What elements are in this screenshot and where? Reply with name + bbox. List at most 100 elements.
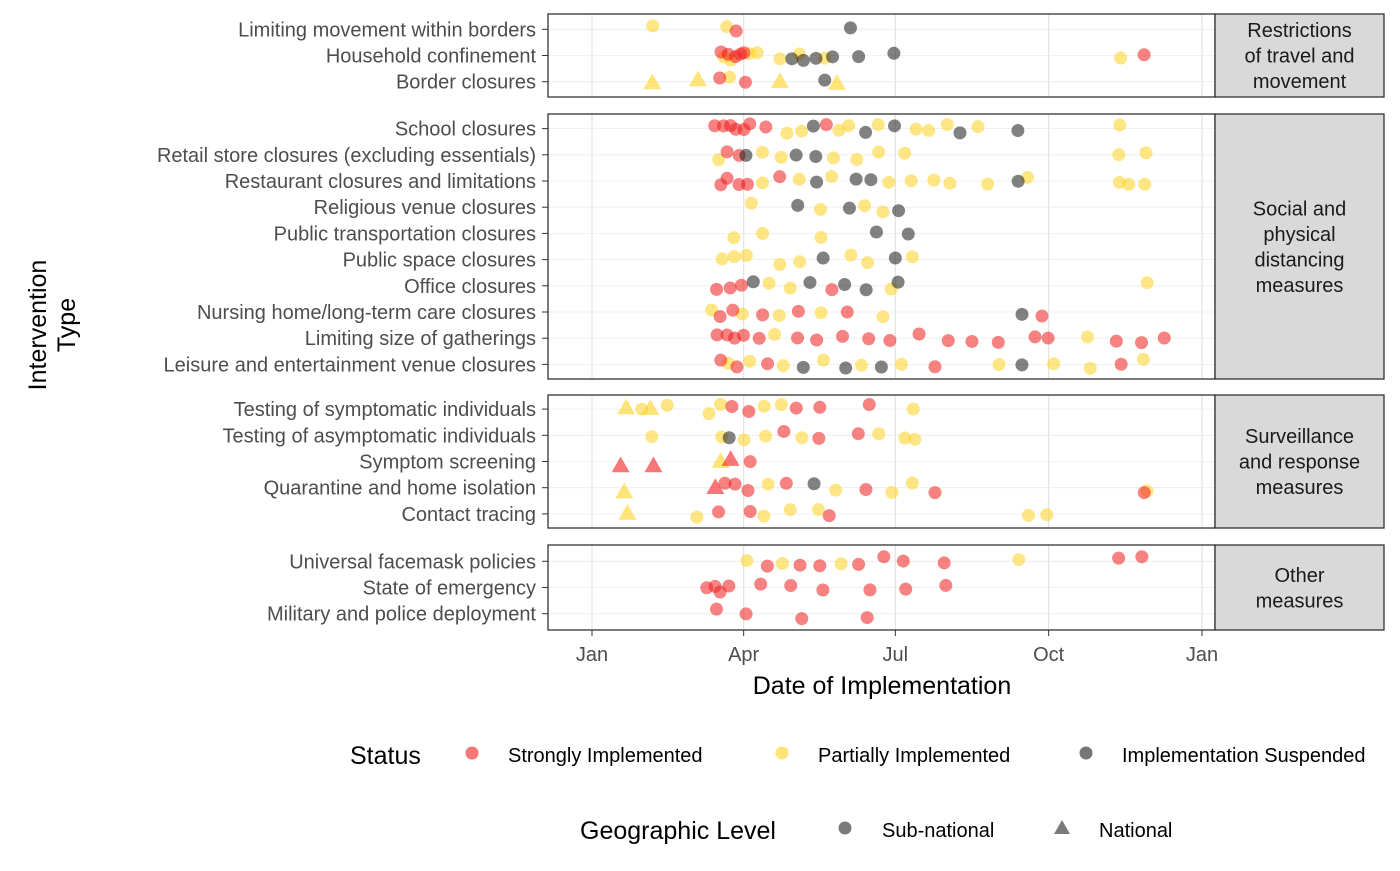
data-point-strongly-implemented xyxy=(710,282,724,296)
data-point-partially-implemented xyxy=(646,19,660,33)
data-point-strongly-implemented xyxy=(899,582,913,596)
data-point-implementation-suspended xyxy=(1011,174,1025,188)
data-point-strongly-implemented xyxy=(819,118,833,132)
data-point-partially-implemented xyxy=(722,70,736,84)
data-point-strongly-implemented xyxy=(761,357,775,371)
data-point-strongly-implemented xyxy=(860,611,874,625)
data-point-implementation-suspended xyxy=(838,278,852,292)
data-point-strongly-implemented xyxy=(928,360,942,374)
data-point-strongly-implemented xyxy=(859,483,873,497)
data-point-strongly-implemented xyxy=(863,583,877,597)
data-point-partially-implemented xyxy=(832,123,846,137)
data-point-strongly-implemented xyxy=(789,401,803,415)
data-point-strongly-implemented xyxy=(777,424,791,438)
data-point-partially-implemented xyxy=(844,248,858,262)
y-axis-title: InterventionType xyxy=(24,260,81,391)
data-point-implementation-suspended xyxy=(807,477,821,491)
data-point-partially-implemented xyxy=(702,407,716,421)
data-point-implementation-suspended xyxy=(839,361,853,375)
facet-strip xyxy=(1214,113,1385,380)
data-point-partially-implemented xyxy=(829,483,843,497)
panel-background xyxy=(548,114,1215,379)
data-point-partially-implemented xyxy=(1122,177,1136,191)
data-point-partially-implemented xyxy=(898,431,912,445)
data-point-strongly-implemented xyxy=(760,559,774,573)
y-axis-title-line: Type xyxy=(53,298,81,352)
data-point-strongly-implemented xyxy=(1135,550,1149,564)
data-point-strongly-implemented xyxy=(1112,551,1126,565)
data-point-partially-implemented xyxy=(739,248,753,262)
strip-label-line: Social and xyxy=(1253,198,1346,220)
data-point-strongly-implemented xyxy=(816,583,830,597)
data-point-partially-implemented-national xyxy=(770,72,789,88)
data-point-strongly-implemented xyxy=(1035,309,1049,323)
data-point-implementation-suspended xyxy=(826,50,840,64)
data-point-implementation-suspended xyxy=(849,172,863,186)
data-point-partially-implemented xyxy=(885,485,899,499)
data-point-partially-implemented xyxy=(814,231,828,245)
data-point-implementation-suspended xyxy=(746,275,760,289)
strip-label-line: Surveillance xyxy=(1245,426,1354,448)
data-point-partially-implemented xyxy=(1113,118,1127,132)
data-point-implementation-suspended xyxy=(739,148,753,162)
facet-strip-label: Other measures xyxy=(1256,565,1344,613)
data-point-strongly-implemented xyxy=(739,607,753,621)
data-point-strongly-implemented xyxy=(713,71,727,85)
data-point-partially-implemented-national xyxy=(641,399,660,416)
data-point-strongly-implemented xyxy=(710,328,724,342)
data-point-strongly-implemented xyxy=(877,550,891,564)
legend-label-partially-implemented: Partially Implemented xyxy=(818,745,1010,767)
data-point-partially-implemented xyxy=(757,399,771,413)
data-point-strongly-implemented xyxy=(709,602,723,616)
data-point-strongly-implemented-national xyxy=(644,456,663,473)
strip-label-line: Other xyxy=(1274,565,1324,587)
data-point-strongly-implemented xyxy=(718,476,732,490)
data-point-implementation-suspended xyxy=(789,148,803,162)
data-point-strongly-implemented xyxy=(756,308,770,322)
data-point-strongly-implemented xyxy=(1137,486,1151,500)
data-point-implementation-suspended xyxy=(791,198,805,212)
strip-label-line: Restrictions xyxy=(1247,20,1351,42)
data-point-partially-implemented-national xyxy=(618,504,637,520)
data-point-partially-implemented xyxy=(744,196,758,210)
data-point-partially-implemented xyxy=(793,255,807,269)
data-point-partially-implemented xyxy=(876,205,890,219)
y-tick-label-quarantine-and-home-isolation: Quarantine and home isolation xyxy=(264,478,536,500)
data-point-strongly-implemented xyxy=(779,476,793,490)
facet-panel-2: School closures Retail store closures (ex… xyxy=(157,113,1385,380)
data-point-partially-implemented xyxy=(645,430,659,444)
data-point-strongly-implemented xyxy=(795,612,809,626)
data-point-partially-implemented xyxy=(727,250,741,264)
data-point-strongly-implemented xyxy=(1109,334,1123,348)
data-point-partially-implemented xyxy=(761,477,775,491)
data-point-strongly-implemented xyxy=(991,335,1005,349)
data-point-partially-implemented xyxy=(783,503,797,517)
data-point-implementation-suspended xyxy=(1015,358,1029,372)
data-point-partially-implemented xyxy=(774,150,788,164)
data-point-implementation-suspended xyxy=(888,251,902,265)
data-point-implementation-suspended xyxy=(869,225,883,239)
data-point-strongly-implemented xyxy=(773,170,787,184)
x-tick-label: Jan xyxy=(1186,644,1218,666)
y-tick-label-school-closures: School closures xyxy=(395,119,536,141)
data-point-partially-implemented xyxy=(811,503,825,517)
data-point-strongly-implemented xyxy=(734,278,748,292)
data-point-strongly-implemented xyxy=(712,505,726,519)
data-point-partially-implemented xyxy=(898,146,912,160)
data-point-partially-implemented xyxy=(737,433,751,447)
data-point-partially-implemented xyxy=(882,175,896,189)
data-point-partially-implemented xyxy=(1012,553,1026,567)
data-point-strongly-implemented xyxy=(713,310,727,324)
data-point-partially-implemented xyxy=(773,52,787,66)
data-point-strongly-implemented xyxy=(759,120,773,134)
data-point-partially-implemented-national xyxy=(643,73,662,90)
data-point-strongly-implemented xyxy=(813,400,827,414)
data-point-partially-implemented xyxy=(774,398,788,412)
y-tick-label-testing-of-asymptomatic-individuals: Testing of asymptomatic individuals xyxy=(223,425,536,447)
data-point-strongly-implemented xyxy=(743,117,757,131)
y-tick-label-military-and-police-deployment: Military and police deployment xyxy=(267,604,536,626)
data-point-partially-implemented xyxy=(992,357,1006,371)
data-point-implementation-suspended xyxy=(843,21,857,35)
data-point-implementation-suspended xyxy=(874,360,888,374)
y-tick-label-testing-of-symptomatic-individuals: Testing of symptomatic individuals xyxy=(234,399,536,421)
